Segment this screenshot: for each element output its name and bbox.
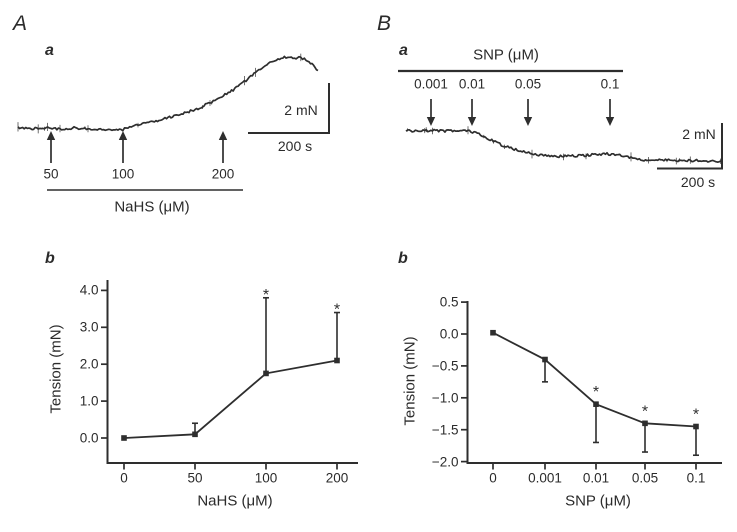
x-tick-label: 100 [254,470,278,486]
significance-asterisk: * [693,407,699,424]
dose-label: 0.1 [600,76,620,92]
y-tick-label: 0.0 [79,430,99,446]
y-tick-label: 4.0 [79,282,99,298]
data-point-marker [593,401,599,407]
scale-bar [248,83,330,134]
y-tick-label: −1.0 [431,390,459,406]
x-tick-label: 0.1 [686,470,706,486]
scalebar-time-label: 200 s [680,174,716,190]
dose-arrow-head [46,131,56,140]
x-axis-label: SNP (μM) [565,492,631,510]
significance-asterisk: * [263,287,269,304]
scale-bar [657,123,723,170]
dose-arrow-head [605,117,615,126]
dose-arrow-head [218,131,228,140]
x-axis-label: NaHS (μM) [197,492,273,510]
y-tick-label: 1.0 [79,393,99,409]
significance-asterisk: * [334,302,340,319]
dose-arrow-head [426,117,436,126]
axes [106,280,358,464]
data-point-marker [192,431,198,438]
panel-b-chart-sublabel: b [398,250,408,267]
data-point-marker [263,370,269,377]
x-tick-label: 0 [120,470,128,486]
panel-a-letter: A [13,12,28,35]
significance-asterisk: * [593,384,599,401]
axes [466,301,722,464]
y-tick-label: −2.0 [431,453,459,469]
data-point-marker [121,435,127,441]
trace-noise [407,126,721,165]
data-point-marker [542,356,548,363]
panel-a-chart-sublabel: b [45,250,55,267]
scalebar-amplitude-label: 2 mN [682,126,716,142]
y-axis-label: Tension (mN) [47,324,65,414]
scalebar-amplitude-label: 2 mN [284,102,318,118]
y-tick-label: 0.5 [439,294,459,310]
dose-label: 0.05 [514,76,542,92]
x-tick-label: 0.01 [582,470,610,486]
y-tick-label: −0.5 [431,358,459,374]
panel-b-trace-sublabel: a [399,42,408,59]
dose-arrow-head [467,117,477,126]
data-line [123,359,338,439]
tension-trace [405,128,723,163]
x-tick-label: 0.05 [631,470,659,486]
data-point-marker [642,420,648,427]
tension-trace [17,55,319,132]
y-tick-label: 3.0 [79,319,99,335]
dose-arrow-head [523,117,533,126]
dose-arrow-head [118,131,128,140]
y-tick-label: 2.0 [79,356,99,372]
stimulus-title: NaHS (μM) [114,198,190,216]
data-point-marker [490,329,496,336]
data-point-marker [334,357,340,364]
dose-label: 50 [43,166,59,182]
data-point-marker [693,423,699,430]
y-tick-label: −1.5 [431,421,459,437]
y-tick-label: 0.0 [439,326,459,342]
x-tick-label: 0 [489,470,497,486]
dose-label: 200 [211,166,235,182]
data-line [492,331,697,428]
panel-a-trace-sublabel: a [45,42,54,59]
dose-label: 0.001 [414,76,448,92]
panel-b-letter: B [377,12,392,35]
scalebar-time-label: 200 s [277,138,313,154]
x-tick-label: 50 [187,470,203,486]
trace-noise [17,53,302,134]
x-tick-label: 200 [325,470,349,486]
dose-label: 0.01 [458,76,486,92]
x-tick-label: 0.001 [528,470,562,486]
y-axis-label: Tension (mN) [401,336,419,426]
significance-asterisk: * [642,403,648,420]
stimulus-title: SNP (μM) [473,46,539,64]
dose-label: 100 [111,166,135,182]
